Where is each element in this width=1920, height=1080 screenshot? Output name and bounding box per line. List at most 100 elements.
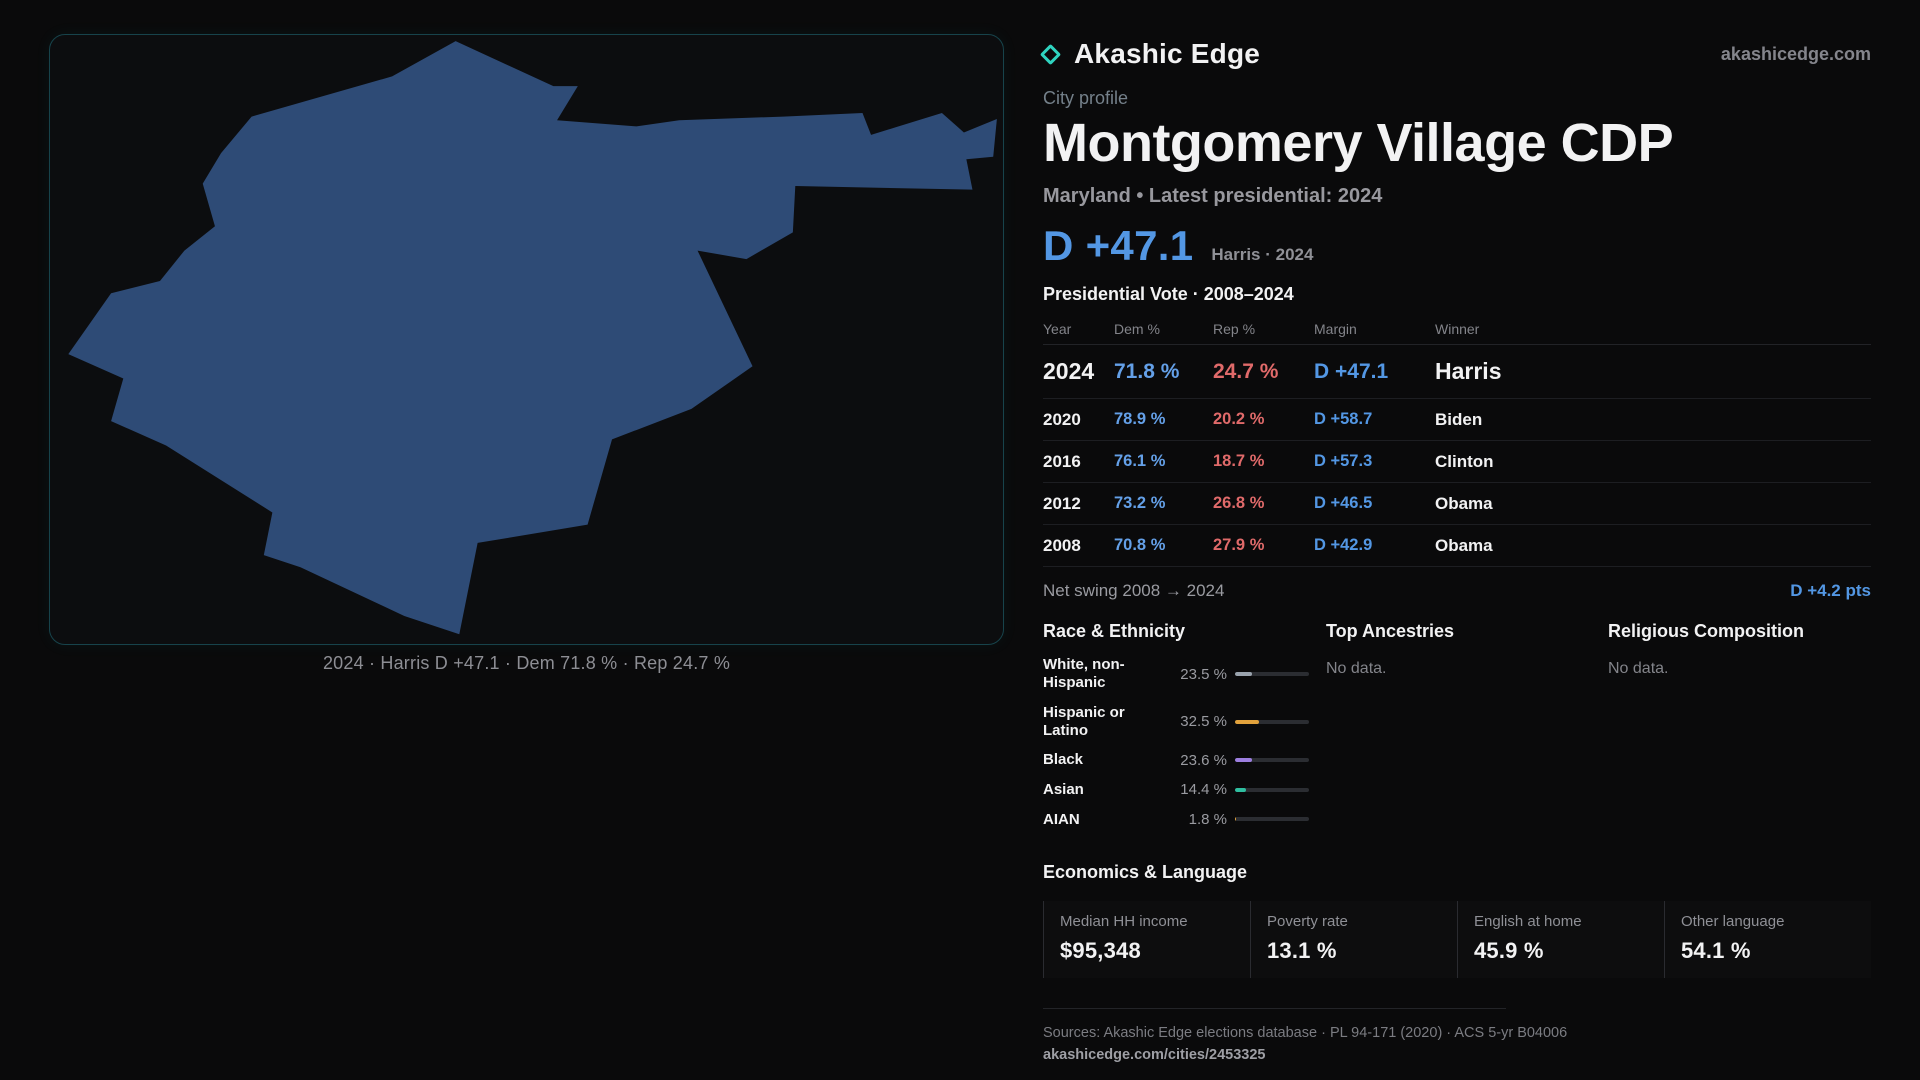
table-row: 2016 76.1 % 18.7 % D +57.3 Clinton [1043, 441, 1871, 484]
city-map-panel [49, 34, 1004, 645]
stat-card: Poverty rate 13.1 % [1250, 901, 1457, 979]
stat-value: 54.1 % [1681, 938, 1751, 964]
race-bar [1235, 787, 1309, 792]
cell-year: 2020 [1043, 409, 1081, 429]
ancestries-section-title: Top Ancestries [1326, 621, 1455, 642]
table-row: 2024 71.8 % 24.7 % D +47.1 Harris [1043, 345, 1871, 400]
stat-card: Median HH income $95,348 [1043, 901, 1250, 979]
cell-margin: D +46.5 [1314, 494, 1373, 513]
col-header-dem: Dem % [1114, 320, 1160, 337]
cell-year: 2008 [1043, 535, 1081, 555]
stat-label: Median HH income [1060, 913, 1188, 931]
votes-table-header: Year Dem % Rep % Margin Winner [1043, 313, 1871, 346]
city-boundary-map [68, 41, 997, 635]
cell-winner: Clinton [1435, 451, 1494, 471]
page-subtitle: Maryland • Latest presidential: 2024 [1043, 185, 1383, 208]
cell-rep: 20.2 % [1213, 410, 1265, 429]
list-item: Hispanic or Latino 32.5 % [1043, 704, 1326, 739]
cell-dem: 70.8 % [1114, 536, 1166, 555]
race-label: Asian [1043, 780, 1084, 798]
page-kicker: City profile [1043, 88, 1129, 108]
headline-margin-value: D +47.1 [1043, 222, 1194, 270]
list-item: Black 23.6 % [1043, 751, 1326, 769]
race-bar-fill [1235, 719, 1260, 724]
brand: Akashic Edge [1039, 38, 1261, 70]
race-section-title: Race & Ethnicity [1043, 621, 1186, 642]
votes-table: Year Dem % Rep % Margin Winner 2024 71.8… [1043, 313, 1871, 568]
cell-winner: Biden [1435, 409, 1483, 429]
footer-divider [1043, 1008, 1506, 1010]
cell-dem: 78.9 % [1114, 410, 1166, 429]
list-item: Asian 14.4 % [1043, 781, 1326, 799]
cell-rep: 27.9 % [1213, 536, 1265, 555]
cell-year: 2016 [1043, 451, 1081, 471]
ancestries-section: Top Ancestries No data. [1326, 621, 1608, 840]
stat-label: English at home [1474, 913, 1582, 931]
race-ethnicity-section: Race & Ethnicity White, non-Hispanic 23.… [1043, 621, 1326, 840]
cell-dem: 76.1 % [1114, 452, 1166, 471]
stat-label: Other language [1681, 913, 1785, 931]
race-value: 23.5 % [1180, 665, 1227, 683]
race-label: AIAN [1043, 810, 1080, 828]
city-boundary-shape [68, 41, 997, 635]
sources-text: Sources: Akashic Edge elections database… [1043, 1025, 1568, 1042]
cell-winner: Harris [1435, 358, 1502, 385]
col-header-margin: Margin [1314, 320, 1357, 337]
race-label: Black [1043, 751, 1084, 769]
race-bar [1235, 817, 1309, 822]
religion-empty-state: No data. [1608, 660, 1669, 678]
net-swing-label: Net swing 2008 → 2024 [1043, 581, 1225, 601]
economics-section-title: Economics & Language [1043, 862, 1248, 883]
brand-domain-link[interactable]: akashicedge.com [1720, 43, 1871, 64]
header-bar: Akashic Edge akashicedge.com [1039, 0, 1871, 70]
cell-margin: D +42.9 [1314, 536, 1373, 555]
race-label: Hispanic or Latino [1043, 703, 1125, 739]
cell-rep: 24.7 % [1213, 359, 1279, 383]
table-row: 2020 78.9 % 20.2 % D +58.7 Biden [1043, 399, 1871, 442]
race-value: 32.5 % [1180, 713, 1227, 731]
footer: Sources: Akashic Edge elections database… [1043, 1008, 1871, 1064]
ancestries-empty-state: No data. [1326, 660, 1387, 678]
religion-section-title: Religious Composition [1608, 621, 1804, 642]
table-row: 2012 73.2 % 26.8 % D +46.5 Obama [1043, 483, 1871, 526]
race-bar [1235, 719, 1309, 724]
net-swing-value: D +4.2 pts [1790, 581, 1871, 601]
page-title: Montgomery Village CDP [1043, 113, 1674, 173]
cell-year: 2012 [1043, 493, 1081, 513]
profile-column: Akashic Edge akashicedge.com City profil… [1039, 0, 1871, 1064]
stat-card: Other language 54.1 % [1664, 901, 1871, 979]
race-value: 23.6 % [1180, 751, 1227, 769]
cell-winner: Obama [1435, 493, 1493, 513]
stat-value: $95,348 [1060, 938, 1141, 964]
race-bar-fill [1235, 672, 1253, 677]
permalink-link[interactable]: akashicedge.com/cities/2453325 [1043, 1047, 1266, 1064]
cell-margin: D +57.3 [1314, 452, 1373, 471]
list-item: White, non-Hispanic 23.5 % [1043, 656, 1326, 691]
cell-year: 2024 [1043, 358, 1095, 385]
cell-margin: D +58.7 [1314, 410, 1373, 429]
race-bar-fill [1235, 787, 1246, 792]
table-row: 2008 70.8 % 27.9 % D +42.9 Obama [1043, 525, 1871, 568]
cell-rep: 26.8 % [1213, 494, 1265, 513]
cell-dem: 71.8 % [1114, 359, 1180, 383]
race-bar [1235, 758, 1309, 763]
demographics-columns: Race & Ethnicity White, non-Hispanic 23.… [1043, 621, 1871, 840]
brand-diamond-icon [1039, 43, 1062, 65]
religion-section: Religious Composition No data. [1608, 621, 1871, 840]
economics-stats: Median HH income $95,348 Poverty rate 13… [1043, 901, 1871, 979]
race-value: 1.8 % [1188, 810, 1227, 828]
stat-value: 45.9 % [1474, 938, 1544, 964]
stat-label: Poverty rate [1267, 913, 1348, 931]
col-header-year: Year [1043, 320, 1072, 337]
stat-card: English at home 45.9 % [1457, 901, 1664, 979]
race-bar-fill [1235, 817, 1237, 822]
brand-name: Akashic Edge [1074, 38, 1261, 69]
headline-margin-row: D +47.1 Harris · 2024 [1043, 222, 1871, 270]
net-swing-row: Net swing 2008 → 2024 D +4.2 pts [1043, 581, 1871, 601]
col-header-winner: Winner [1435, 320, 1480, 337]
headline-margin-context: Harris · 2024 [1211, 245, 1314, 265]
cell-rep: 18.7 % [1213, 452, 1265, 471]
stat-value: 13.1 % [1267, 938, 1337, 964]
race-bar-fill [1235, 758, 1253, 763]
